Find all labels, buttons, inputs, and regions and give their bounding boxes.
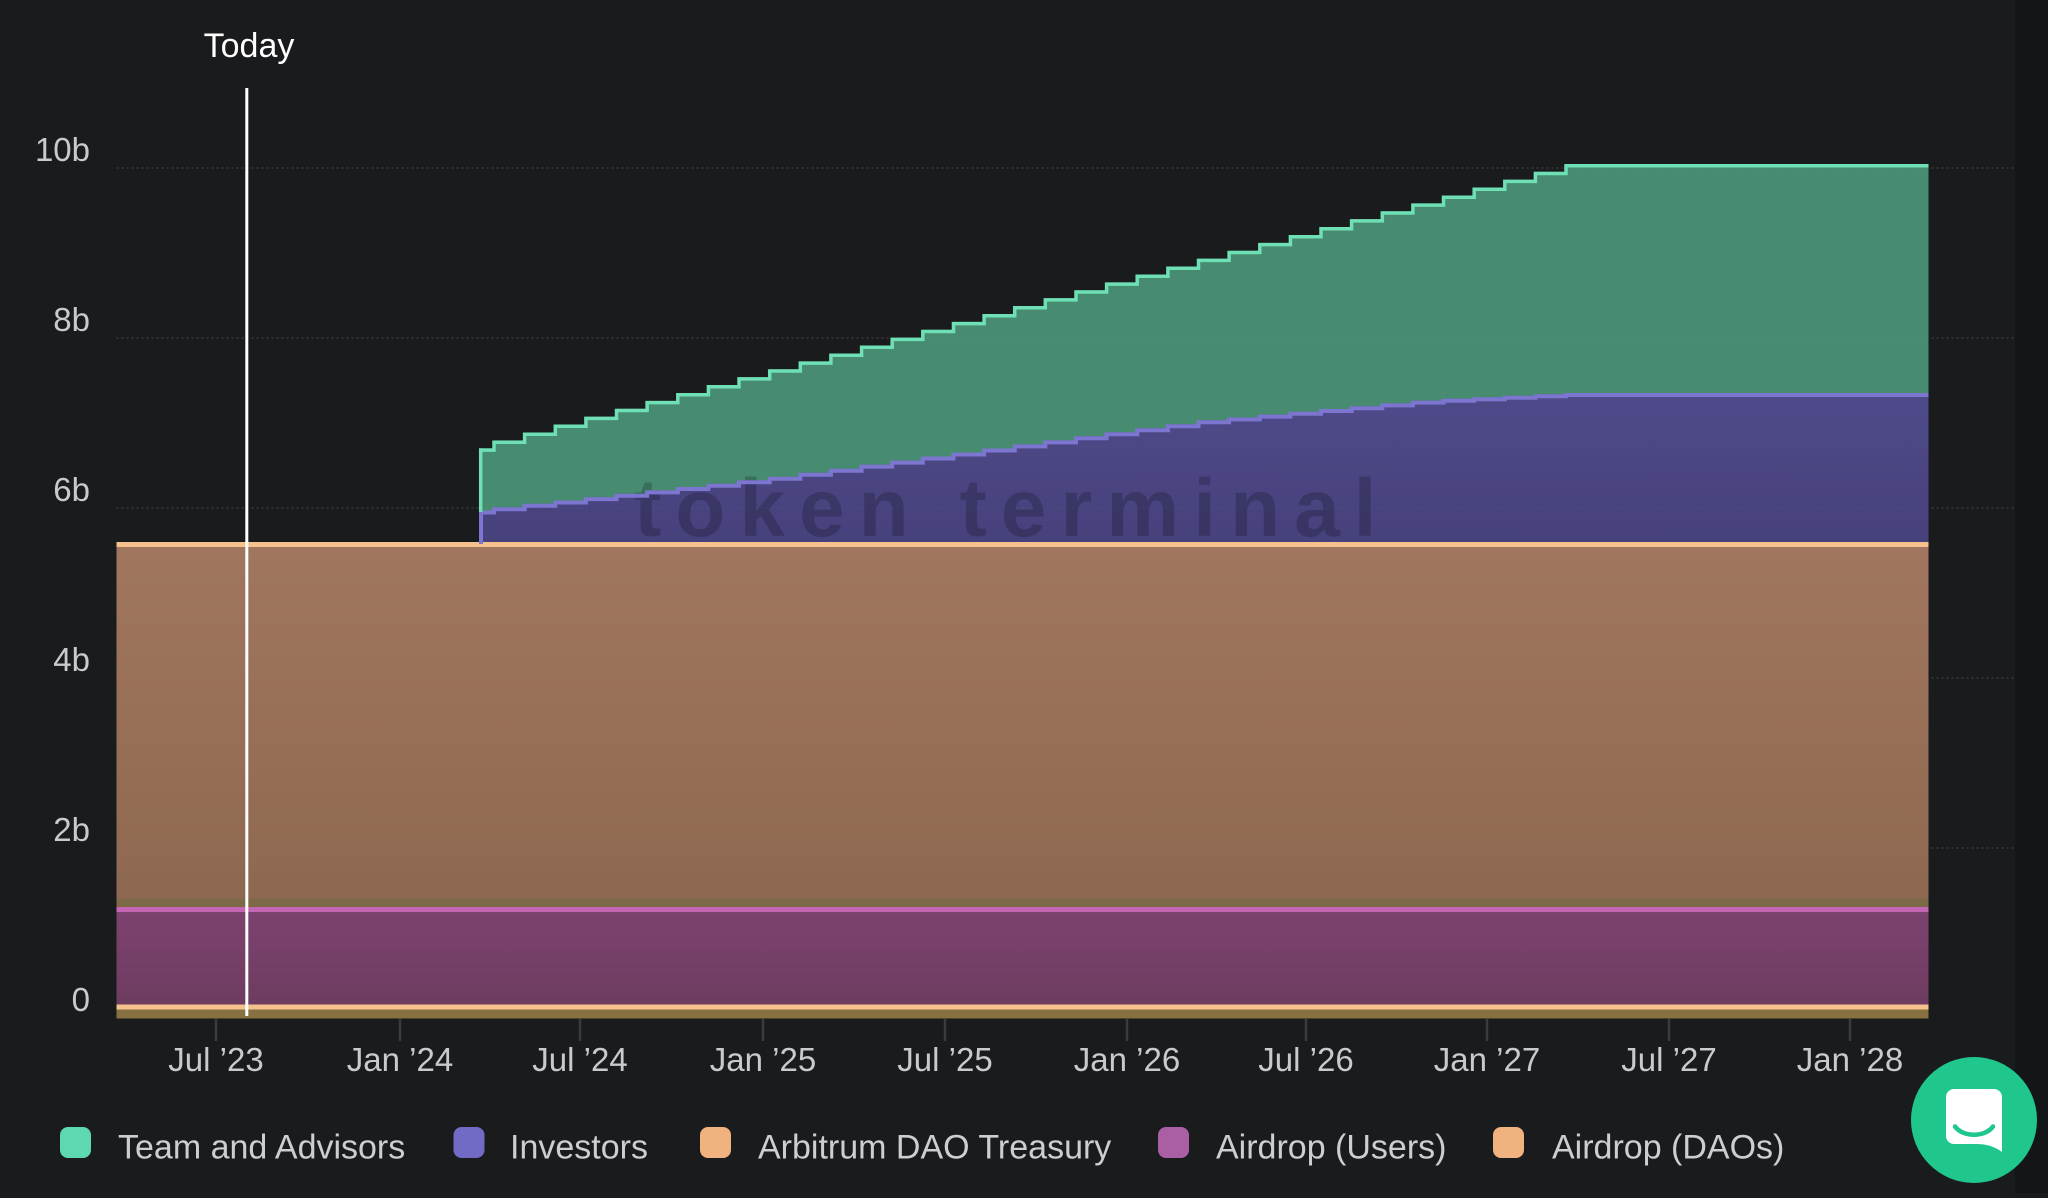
svg-text:10b: 10b [35, 131, 90, 168]
svg-text:Jul ’26: Jul ’26 [1258, 1041, 1353, 1078]
svg-text:Jul ’24: Jul ’24 [532, 1041, 627, 1078]
svg-text:Airdrop (DAOs): Airdrop (DAOs) [1552, 1129, 1784, 1167]
svg-text:Jul ’23: Jul ’23 [168, 1041, 263, 1078]
svg-text:Today: Today [204, 27, 295, 65]
svg-text:Investors: Investors [510, 1129, 648, 1167]
svg-text:Team and Advisors: Team and Advisors [118, 1129, 405, 1167]
svg-text:4b: 4b [53, 641, 90, 678]
svg-text:Jan ’25: Jan ’25 [710, 1041, 816, 1078]
svg-text:8b: 8b [53, 301, 90, 338]
svg-text:token terminal: token terminal [634, 463, 1390, 554]
svg-text:Jul ’25: Jul ’25 [897, 1041, 992, 1078]
svg-text:Jan ’27: Jan ’27 [1434, 1041, 1540, 1078]
svg-text:Airdrop (Users): Airdrop (Users) [1216, 1129, 1446, 1167]
svg-text:Arbitrum DAO Treasury: Arbitrum DAO Treasury [758, 1129, 1111, 1167]
svg-text:Jan ’24: Jan ’24 [347, 1041, 453, 1078]
svg-text:6b: 6b [53, 471, 90, 508]
svg-text:2b: 2b [53, 811, 90, 848]
svg-text:Jul ’27: Jul ’27 [1621, 1041, 1716, 1078]
svg-text:Jan ’26: Jan ’26 [1074, 1041, 1180, 1078]
svg-text:0: 0 [72, 981, 90, 1018]
svg-text:Jan ’28: Jan ’28 [1797, 1041, 1903, 1078]
